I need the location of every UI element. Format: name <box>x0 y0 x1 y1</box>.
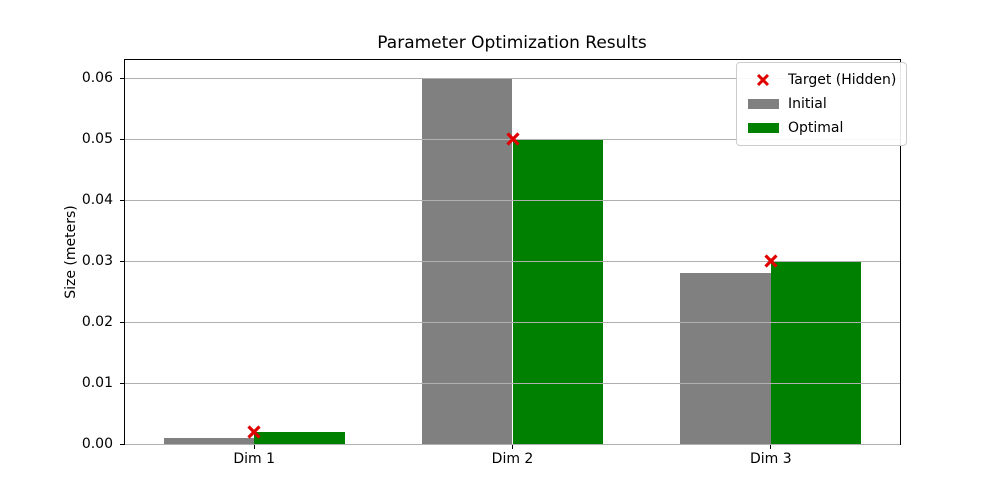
optimal-swatch-icon <box>744 123 782 133</box>
gridline <box>125 321 900 323</box>
y-tick-mark <box>120 443 124 445</box>
x-tick-mark <box>512 445 513 449</box>
chart-title: Parameter Optimization Results <box>377 33 647 53</box>
gridline <box>125 260 900 262</box>
y-tick-label: 0.05 <box>81 131 113 148</box>
legend: Target (Hidden) Initial Optimal <box>736 62 908 146</box>
bar-optimal-dim-1 <box>254 431 345 444</box>
bar-initial-dim-1 <box>163 437 255 444</box>
legend-item-label: Optimal <box>788 120 844 136</box>
legend-item-label: Target (Hidden) <box>788 72 897 88</box>
x-tick-label: Dim 1 <box>233 451 275 467</box>
legend-item-initial: Initial <box>744 94 896 114</box>
y-tick-label: 0.02 <box>81 314 113 331</box>
y-tick-label: 0.04 <box>81 192 113 209</box>
initial-swatch-icon <box>744 99 782 109</box>
bar-optimal-dim-3 <box>770 261 862 444</box>
x-tick-mark <box>770 445 772 449</box>
legend-item-optimal: Optimal <box>744 118 896 138</box>
y-tick-label: 0.01 <box>81 375 113 392</box>
y-tick-label: 0.03 <box>81 253 113 270</box>
target-x-marker-icon <box>505 131 521 151</box>
bar-initial-dim-3 <box>680 273 771 444</box>
x-marker-icon <box>744 72 782 88</box>
y-tick-label: 0.00 <box>81 436 113 452</box>
legend-item-target: Target (Hidden) <box>744 70 896 90</box>
target-x-marker-icon <box>246 424 262 444</box>
gridline <box>125 382 900 384</box>
y-tick-mark <box>120 321 124 323</box>
gridline <box>125 199 900 201</box>
y-axis-label: Size (meters) <box>63 205 79 299</box>
y-tick-mark <box>120 382 124 384</box>
bar-optimal-dim-2 <box>512 139 603 444</box>
y-tick-label: 0.06 <box>81 70 113 87</box>
gridline <box>125 443 900 445</box>
y-tick-mark <box>120 138 124 140</box>
x-tick-label: Dim 2 <box>491 451 534 467</box>
gridline <box>125 77 900 79</box>
y-tick-mark <box>120 199 124 201</box>
x-tick-mark <box>253 445 255 449</box>
y-tick-mark <box>120 260 124 262</box>
target-x-marker-icon <box>763 253 779 273</box>
x-tick-label: Dim 3 <box>749 451 792 467</box>
y-tick-mark <box>120 77 124 79</box>
legend-item-label: Initial <box>788 96 827 112</box>
